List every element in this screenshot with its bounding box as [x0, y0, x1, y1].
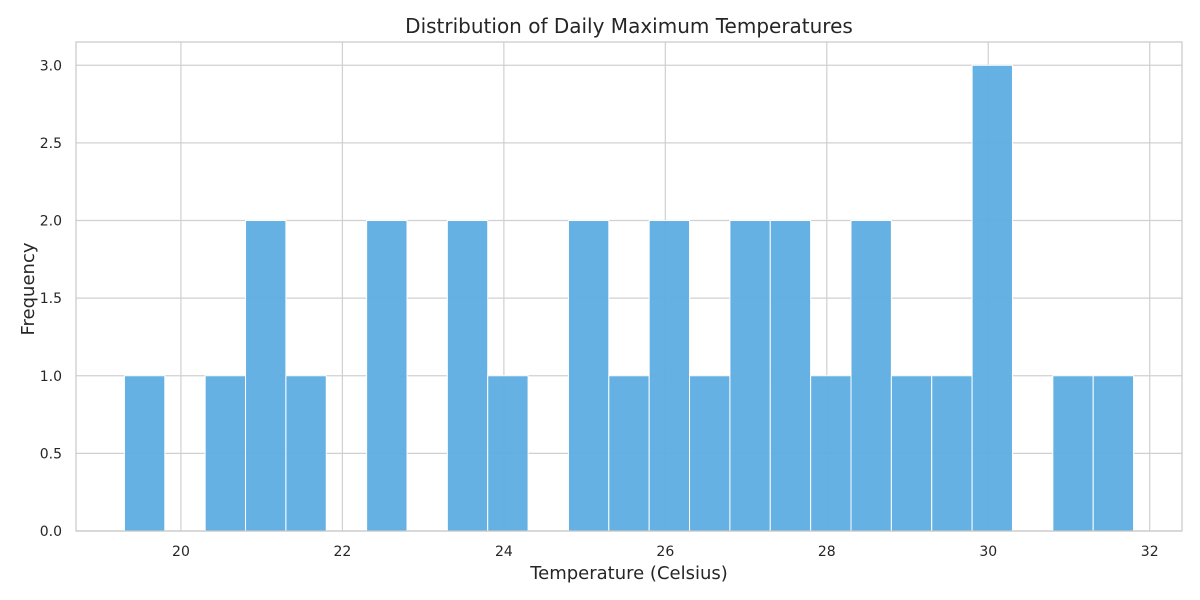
x-tick-label: 28 — [818, 544, 836, 560]
x-tick-label: 20 — [172, 544, 190, 560]
x-tick-labels: 20 22 24 26 28 30 32 — [172, 544, 1159, 560]
histogram-bar — [366, 220, 408, 532]
x-tick-label: 30 — [979, 544, 997, 560]
histogram-bar — [890, 375, 933, 532]
histogram-bar — [608, 375, 650, 532]
histogram-bar — [648, 220, 691, 532]
x-tick-label: 32 — [1141, 544, 1159, 560]
plot-frame — [75, 41, 1183, 532]
x-tick-label: 24 — [495, 544, 513, 560]
y-tick-label: 1.0 — [40, 369, 62, 385]
y-tick-label: 0.5 — [40, 446, 62, 462]
histogram-bar — [769, 220, 812, 532]
histogram-bar — [931, 375, 973, 532]
histogram-bar — [245, 220, 287, 532]
y-tick-label: 3.0 — [40, 58, 62, 74]
histogram-bar — [850, 220, 892, 532]
y-tick-label: 2.0 — [40, 214, 62, 230]
y-tick-label: 1.5 — [40, 291, 62, 307]
y-tick-label: 2.5 — [40, 136, 62, 152]
histogram-bar — [446, 220, 489, 532]
histogram-bar — [971, 64, 1013, 532]
histogram-bar — [487, 375, 529, 532]
histogram-bar — [567, 220, 610, 532]
histogram-bar — [729, 220, 771, 532]
histogram-bars — [123, 64, 1135, 532]
histogram-bar — [204, 375, 247, 532]
chart-title: Distribution of Daily Maximum Temperatur… — [405, 14, 853, 38]
x-tick-label: 22 — [333, 544, 351, 560]
histogram-bar — [689, 375, 731, 532]
histogram-bar — [810, 375, 852, 532]
histogram-bar — [285, 375, 327, 532]
x-tick-label: 26 — [656, 544, 674, 560]
y-tick-labels: 0.0 0.5 1.0 1.5 2.0 2.5 3.0 — [40, 58, 62, 540]
x-axis-label: Temperature (Celsius) — [529, 563, 728, 584]
y-axis-label: Frequency — [18, 242, 39, 335]
histogram-bar — [1092, 375, 1135, 532]
y-tick-label: 0.0 — [40, 524, 62, 540]
histogram-bar — [123, 375, 166, 532]
histogram-bar — [1052, 375, 1094, 532]
